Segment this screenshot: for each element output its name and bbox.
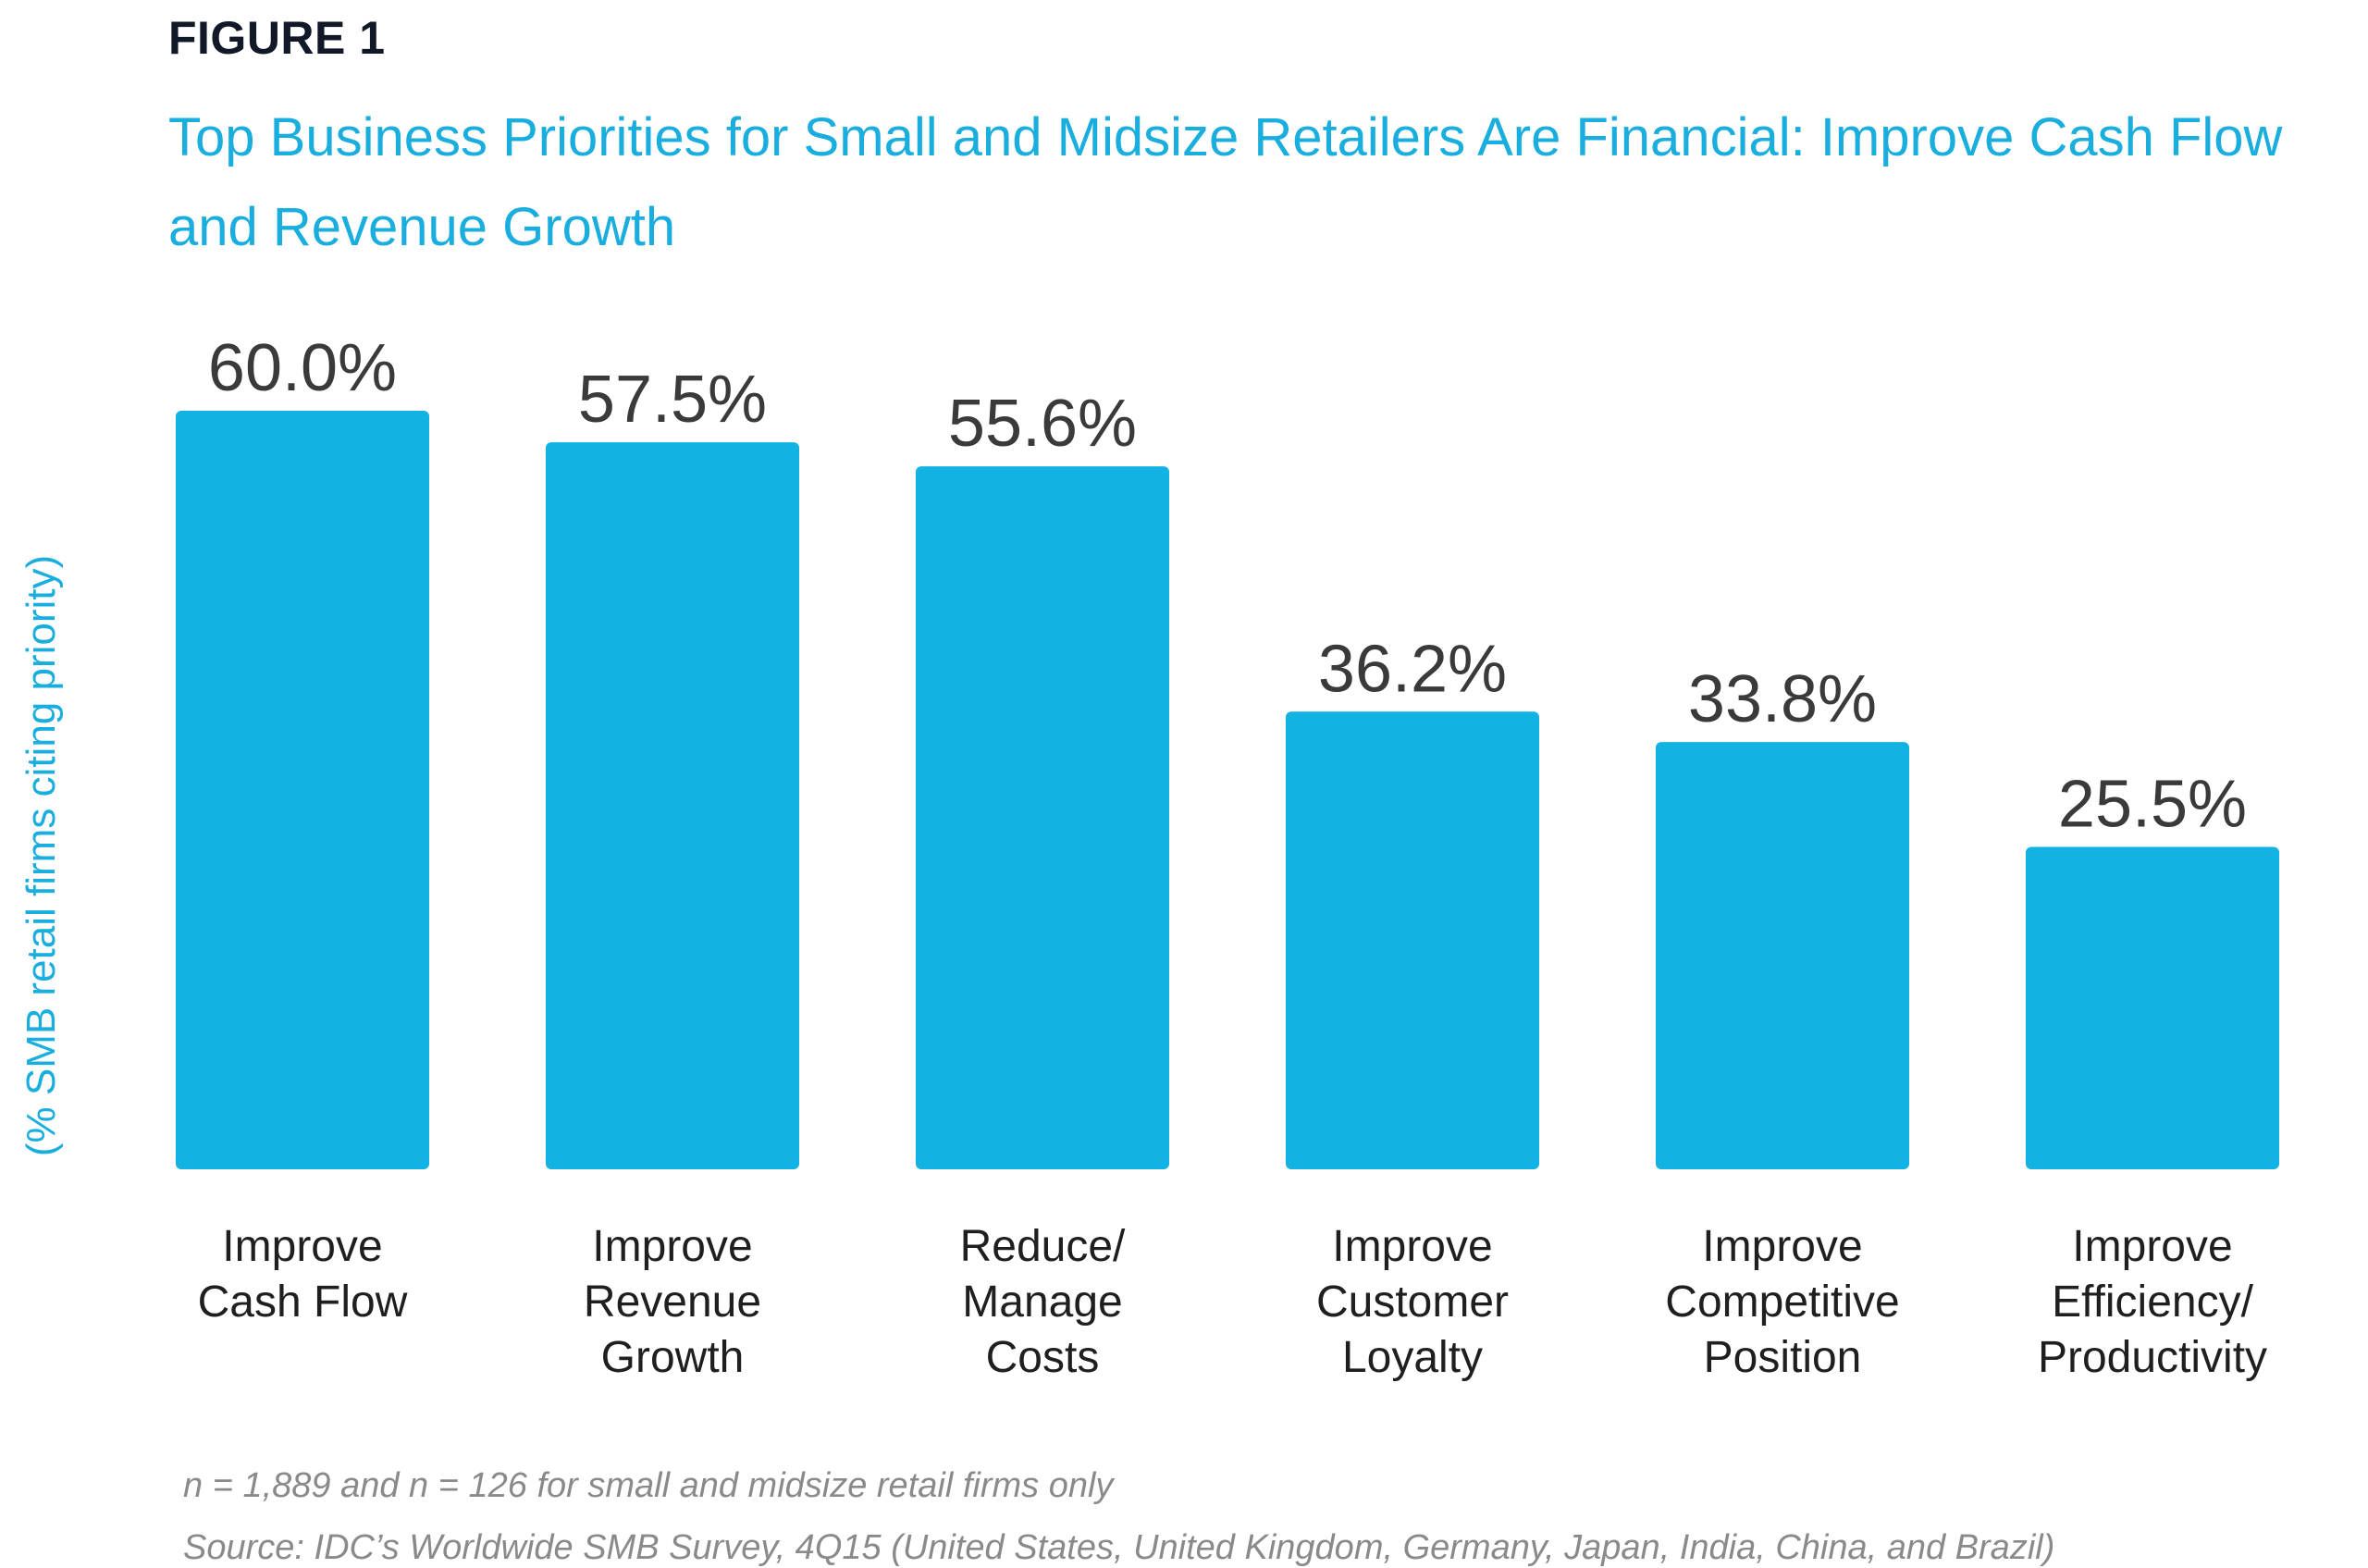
category-label-improve-customer-loyalty: Improve Customer Loyalty [1315,1222,1510,1382]
sample-size-note: n = 1,889 and n = 126 for small and mids… [183,1466,1114,1505]
category-label-improve-efficiency-productivity: Improve Efficiency/ Productivity [2037,1222,2268,1382]
category-label-improve-cash-flow: Improve Cash Flow [197,1222,408,1327]
source-note: Source: IDC’s Worldwide SMB Survey, 4Q15… [183,1528,2055,1567]
category-label-improve-revenue-growth: Improve Revenue Growth [583,1222,762,1382]
value-label-improve-cash-flow: 60.0% [208,331,397,405]
bar-improve-competitive-position [1656,742,1909,1169]
value-label-improve-revenue-growth: 57.5% [578,363,767,437]
chart-title: Top Business Priorities for Small and Mi… [168,107,2283,257]
bar-improve-revenue-growth [546,442,799,1170]
value-label-improve-efficiency-productivity: 25.5% [2058,768,2247,842]
category-label-improve-competitive-position: Improve Competitive Position [1665,1222,1900,1382]
figure-label: FIGURE 1 [168,12,386,64]
bar-improve-cash-flow [176,411,429,1169]
bar-reduce-manage-costs [916,466,1169,1170]
value-label-reduce-manage-costs: 55.6% [948,387,1137,461]
value-label-improve-customer-loyalty: 36.2% [1318,632,1507,706]
category-label-reduce-manage-costs: Reduce/ Manage Costs [959,1222,1126,1382]
bar-improve-efficiency-productivity [2026,846,2279,1169]
bar-improve-customer-loyalty [1286,711,1539,1169]
value-label-improve-competitive-position: 33.8% [1688,662,1877,736]
